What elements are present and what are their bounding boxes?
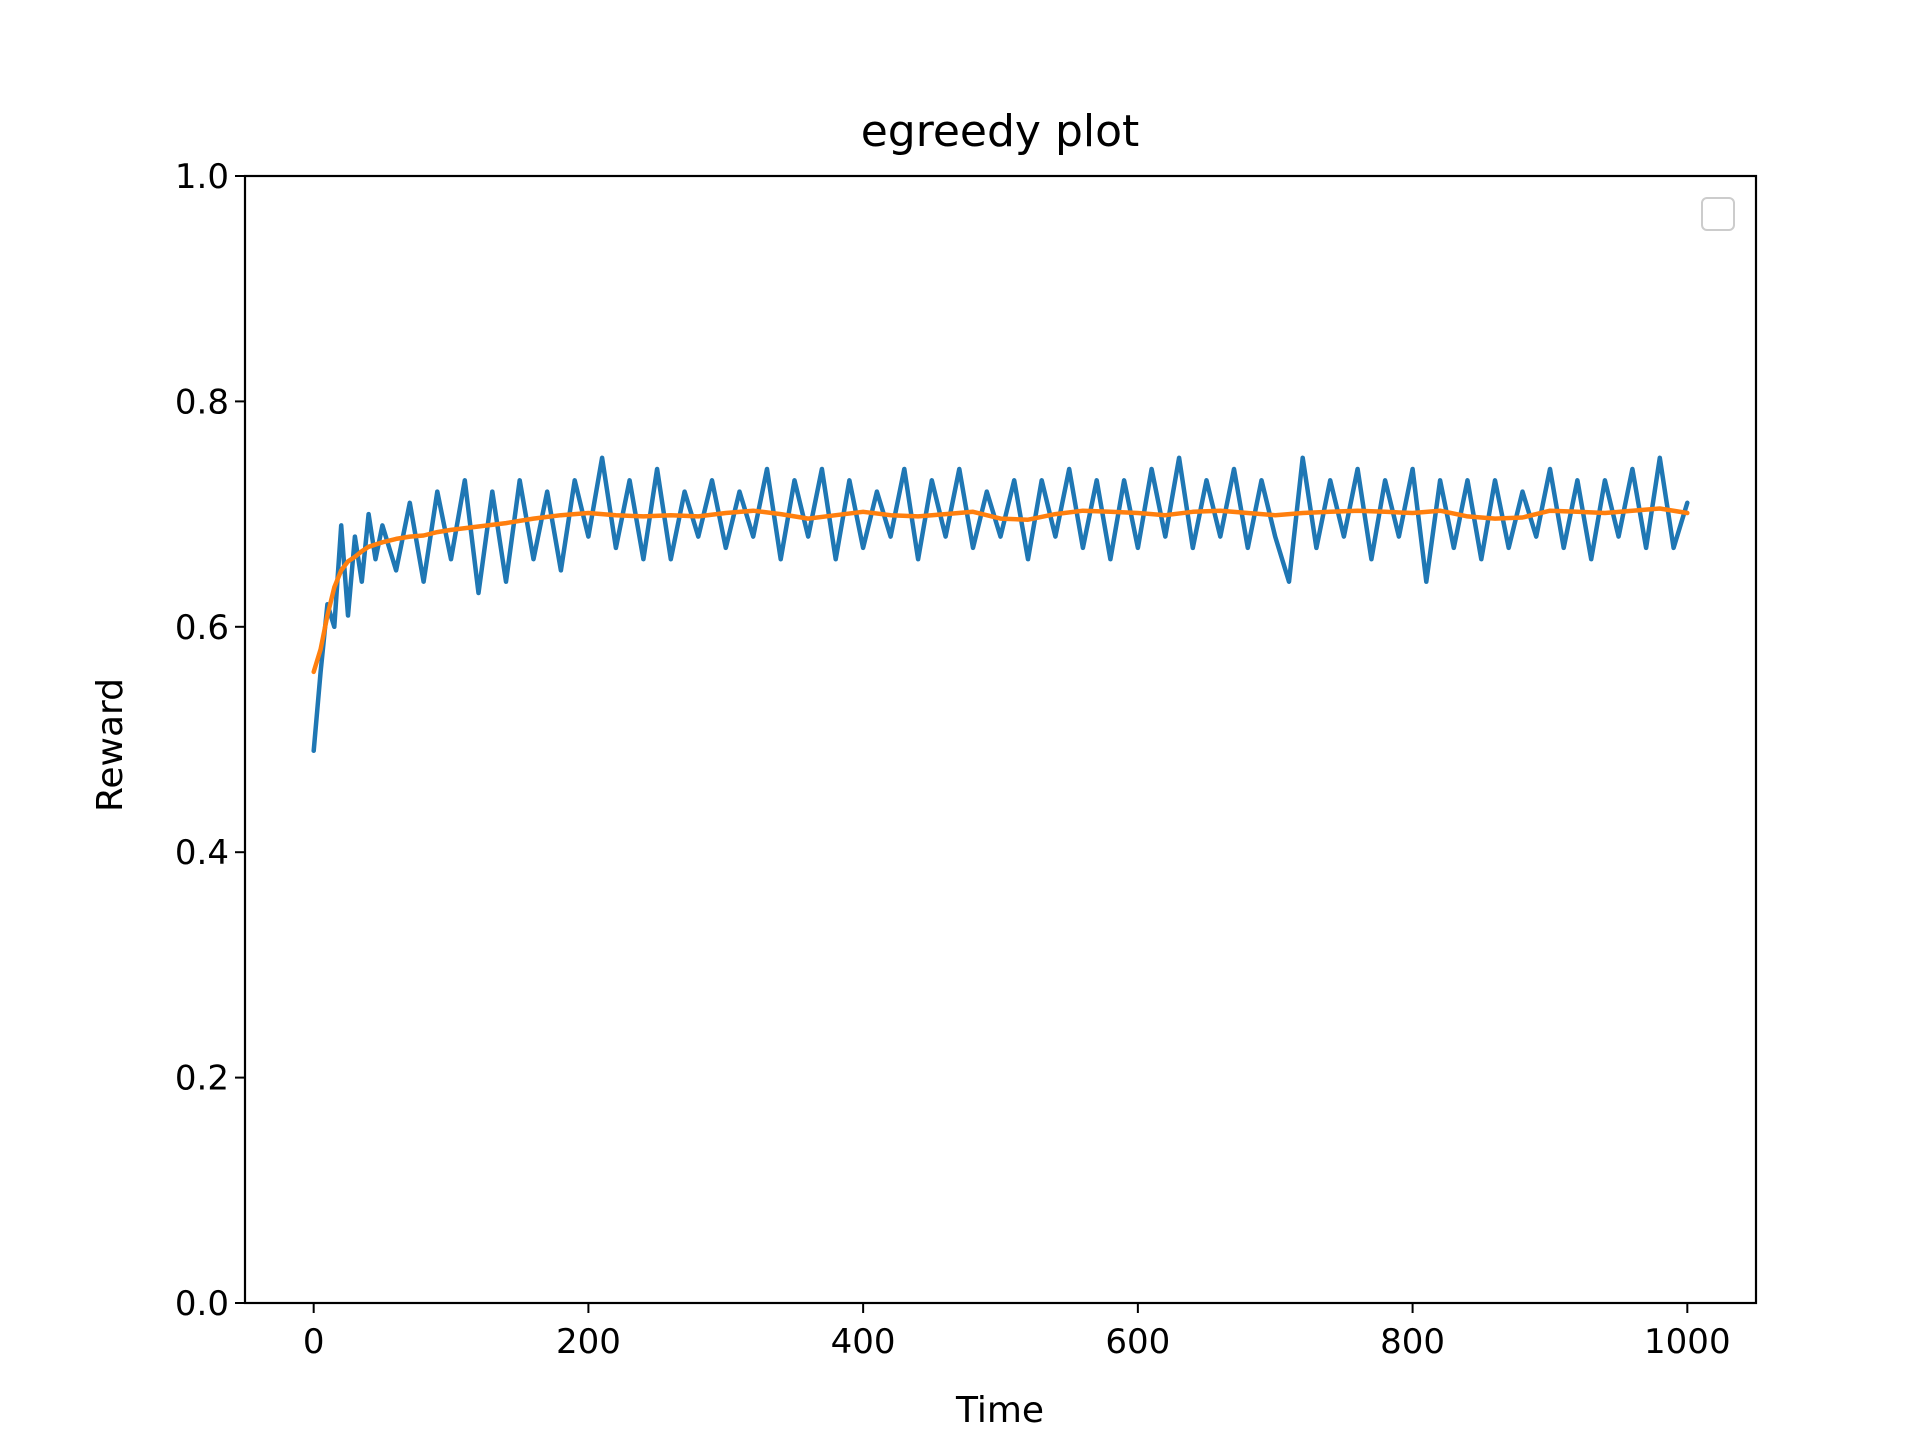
x-tick-label: 400	[831, 1322, 896, 1362]
x-tick-label: 800	[1380, 1322, 1445, 1362]
x-tick-label: 200	[556, 1322, 621, 1362]
y-tick-label: 0.8	[175, 382, 229, 422]
series-2-line	[311, 506, 1690, 675]
x-tick-label: 0	[303, 1322, 325, 1362]
y-axis-label: Reward	[90, 678, 131, 812]
y-tick-label: 0.6	[175, 608, 229, 648]
plot-area-frame	[243, 174, 1758, 1305]
x-tick-label: 600	[1105, 1322, 1170, 1362]
y-tick-label: 0.0	[175, 1284, 229, 1324]
legend	[1701, 197, 1735, 231]
x-axis-ticks: 0 200 400 600 800 1000	[303, 1303, 1731, 1362]
y-tick-label: 0.4	[175, 833, 229, 873]
x-tick-label: 1000	[1644, 1322, 1731, 1362]
y-axis-ticks: 0.0 0.2 0.4 0.6 0.8 1.0	[175, 157, 245, 1324]
series-1-line	[311, 455, 1690, 754]
chart-title: egreedy plot	[861, 106, 1140, 157]
series-layer	[311, 455, 1690, 754]
y-tick-label: 1.0	[175, 157, 229, 197]
y-tick-label: 0.2	[175, 1059, 229, 1099]
x-axis-label: Time	[955, 1390, 1044, 1431]
legend-box	[1701, 197, 1735, 231]
